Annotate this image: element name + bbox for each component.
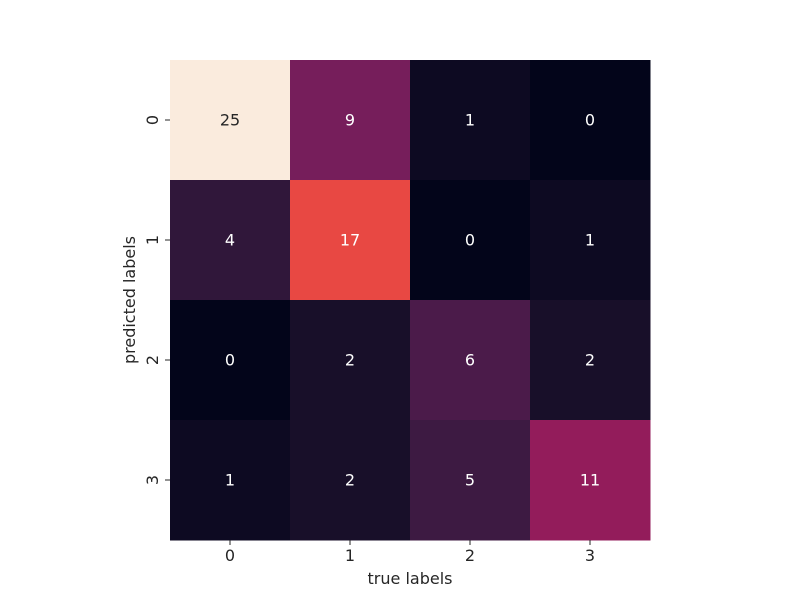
heatmap-cell-0-3 — [530, 60, 651, 181]
cell-value-3-3: 11 — [580, 471, 600, 490]
y-tick-label: 2 — [143, 355, 162, 365]
cell-value-0-3: 0 — [585, 111, 595, 130]
x-axis-ticks: 0 1 2 3 — [225, 540, 595, 565]
heatmap-cell-2-0 — [170, 300, 291, 421]
cell-value-1-1: 17 — [340, 231, 360, 250]
heatmap-cell-1-1 — [290, 180, 411, 301]
x-tick-label: 2 — [465, 546, 475, 565]
heatmap-cell-3-2 — [410, 420, 531, 541]
heatmap-cell-2-3 — [530, 300, 651, 421]
x-tick-label: 3 — [585, 546, 595, 565]
heatmap-cell-1-0 — [170, 180, 291, 301]
cell-value-1-3: 1 — [585, 231, 595, 250]
cell-value-3-0: 1 — [225, 471, 235, 490]
y-axis-ticks: 0 1 2 3 — [143, 115, 170, 485]
heatmap-cell-3-3 — [530, 420, 651, 541]
y-tick-label: 1 — [143, 235, 162, 245]
x-tick-label: 1 — [345, 546, 355, 565]
x-axis-title: true labels — [368, 569, 453, 588]
heatmap-cell-0-1 — [290, 60, 411, 181]
heatmap-cell-0-0 — [170, 60, 291, 181]
cell-value-3-1: 2 — [345, 471, 355, 490]
cell-value-3-2: 5 — [465, 471, 475, 490]
y-axis-title: predicted labels — [120, 236, 139, 364]
cell-value-1-0: 4 — [225, 231, 235, 250]
heatmap-cell-3-0 — [170, 420, 291, 541]
heatmap-cell-0-2 — [410, 60, 531, 181]
y-tick-label: 3 — [143, 475, 162, 485]
heatmap-cell-1-3 — [530, 180, 651, 301]
cell-value-0-2: 1 — [465, 111, 475, 130]
heatmap-cell-1-2 — [410, 180, 531, 301]
cell-value-2-1: 2 — [345, 351, 355, 370]
cell-value-1-2: 0 — [465, 231, 475, 250]
x-tick-label: 0 — [225, 546, 235, 565]
heatmap-cell-2-2 — [410, 300, 531, 421]
cell-value-0-0: 25 — [220, 111, 240, 130]
cell-value-2-0: 0 — [225, 351, 235, 370]
cell-value-0-1: 9 — [345, 111, 355, 130]
heatmap-cell-3-1 — [290, 420, 411, 541]
heatmap-cell-2-1 — [290, 300, 411, 421]
heatmap-cells — [170, 60, 651, 541]
cell-value-2-2: 6 — [465, 351, 475, 370]
cell-annotations: 25 9 1 04 17 0 10 2 6 21 2 5 11 — [220, 111, 600, 490]
cell-value-2-3: 2 — [585, 351, 595, 370]
y-tick-label: 0 — [143, 115, 162, 125]
